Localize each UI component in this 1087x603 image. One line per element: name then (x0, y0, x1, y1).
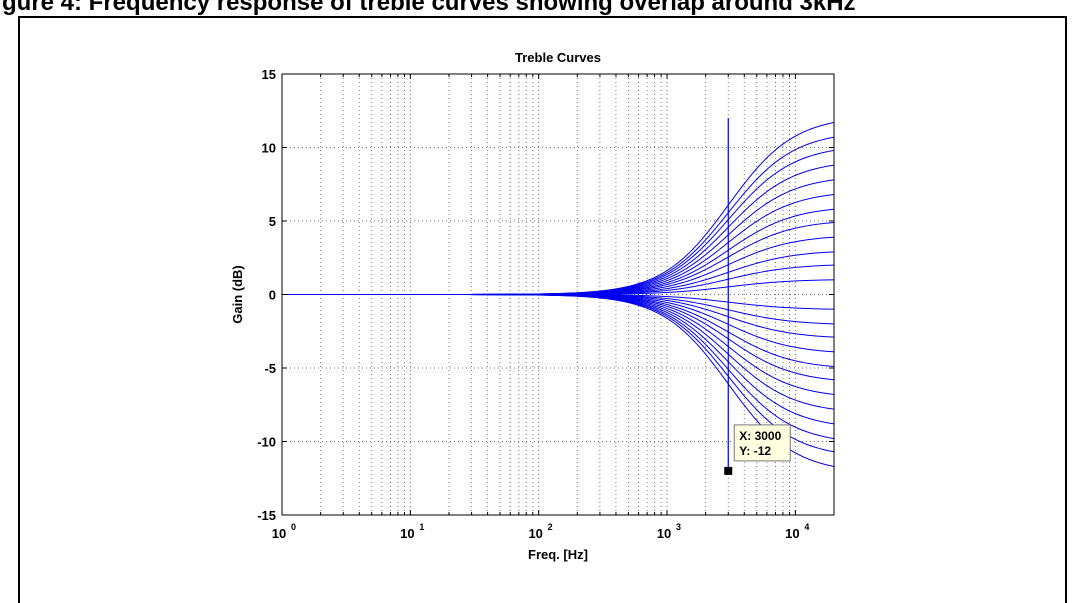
figure-caption-strip: gure 4: Frequency response of treble cur… (0, 0, 1087, 16)
x-tick-base: 10 (657, 526, 671, 541)
treble-curve-13 (282, 294, 835, 325)
treble-curve-0 (282, 122, 835, 295)
x-tick-exponent: 3 (676, 522, 681, 532)
y-tick-label: 0 (269, 288, 276, 303)
y-tick-label: -10 (257, 435, 276, 450)
y-tick-label: 5 (269, 214, 276, 229)
treble-curve-23 (282, 294, 835, 467)
treble-curve-14 (282, 294, 835, 338)
treble-curve-15 (282, 294, 835, 353)
x-tick-exponent: 4 (804, 522, 809, 532)
x-tick-label: 10 3 (657, 522, 681, 541)
treble-curve-17 (282, 294, 835, 381)
y-tick-label: -15 (257, 508, 276, 523)
x-tick-label: 10 0 (272, 522, 296, 541)
treble-curve-4 (282, 179, 835, 295)
treble-curve-1 (282, 136, 835, 295)
y-tick-label: 15 (262, 67, 276, 82)
x-axis-label: Freq. [Hz] (528, 547, 588, 562)
x-tick-base: 10 (272, 526, 286, 541)
treble-curve-11 (282, 279, 835, 295)
treble-curve-12 (282, 294, 835, 310)
x-tick-base: 10 (528, 526, 542, 541)
y-tick-labels: -15 -10 -5 0 5 10 15 (257, 67, 276, 523)
x-tick-label: 10 4 (785, 522, 809, 541)
treble-curve-6 (282, 208, 835, 295)
datatip-marker[interactable] (724, 466, 733, 475)
x-tick-labels: 10 0 10 1 10 2 10 3 10 4 (272, 522, 810, 541)
datatip[interactable]: X: 3000 Y: -12 (724, 424, 791, 475)
x-tick-exponent: 0 (291, 522, 296, 532)
x-tick-label: 10 1 (400, 522, 424, 541)
x-tick-base: 10 (785, 526, 799, 541)
treble-curve-8 (282, 236, 835, 295)
y-tick-label: -5 (264, 361, 276, 376)
datatip-x: X: 3000 (739, 429, 781, 443)
x-tick-base: 10 (400, 526, 414, 541)
x-tick-label: 10 2 (528, 522, 552, 541)
chart-title: Treble Curves (515, 50, 601, 65)
figure-frame (18, 16, 1067, 603)
treble-curve-19 (282, 294, 835, 410)
treble-curve-10 (282, 264, 835, 295)
treble-curve-16 (282, 294, 835, 368)
datatip-y: Y: -12 (739, 444, 771, 458)
tick-marks (281, 73, 835, 516)
figure-caption: gure 4: Frequency response of treble cur… (2, 0, 856, 16)
datatip-box (733, 424, 791, 462)
x-tick-exponent: 2 (548, 522, 553, 532)
y-tick-label: 10 (262, 141, 276, 156)
treble-curve-9 (282, 251, 835, 295)
y-axis-label: Gain (dB) (230, 265, 245, 324)
x-tick-exponent: 1 (419, 522, 424, 532)
treble-curve-7 (282, 221, 835, 295)
treble-curve-21 (282, 294, 835, 440)
curve-group (282, 122, 835, 467)
treble-curve-2 (282, 149, 835, 295)
